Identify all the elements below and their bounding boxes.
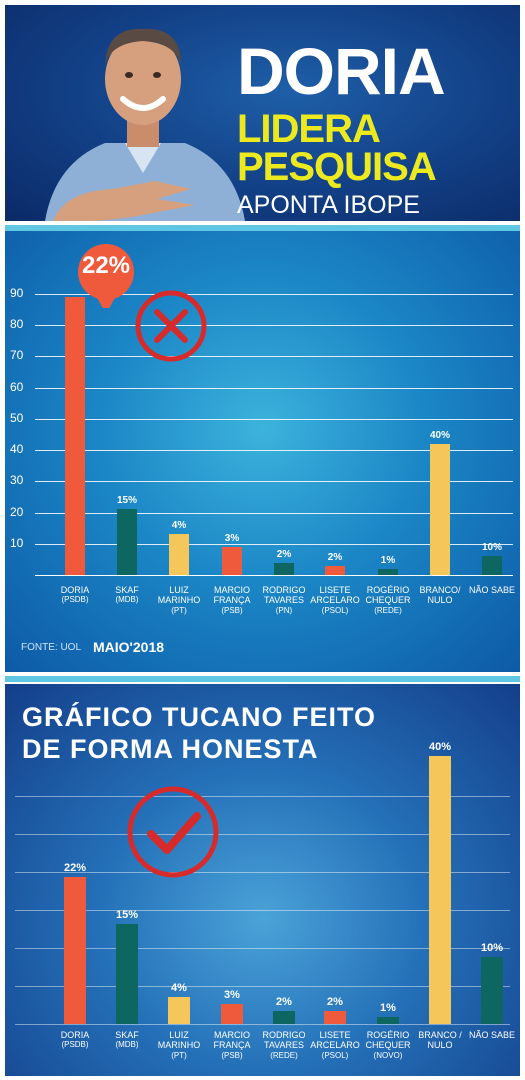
bar	[222, 546, 242, 575]
grid-line	[15, 1024, 510, 1025]
grid-line	[15, 796, 510, 797]
category-label: RODRIGO TAVARES (PN)	[262, 585, 306, 615]
grid-line	[35, 356, 513, 358]
category-label: ROGÉRIO CHEQUER (REDE)	[365, 585, 411, 615]
category-label: SKAF (MDB)	[115, 1030, 139, 1050]
data-label: 15%	[115, 908, 139, 921]
headline-line2: LIDERA	[237, 107, 381, 151]
category-label: LUIZ MARINHO (PT)	[157, 585, 201, 615]
grid-line	[35, 294, 513, 295]
bar	[325, 565, 345, 575]
y-tick-label: 40	[10, 442, 24, 457]
category-label: DORIA (PSDB)	[60, 1030, 90, 1050]
category-label: LUIZ MARINHO (PT)	[157, 1030, 201, 1060]
grid-line	[15, 872, 510, 873]
bar	[116, 923, 138, 1024]
source-label: FONTE: UOL	[21, 642, 82, 653]
category-label: SKAF (MDB)	[115, 585, 139, 605]
y-tick-label: 60	[10, 379, 24, 394]
grid-line	[15, 910, 510, 911]
divider-strip	[5, 225, 520, 231]
grid-line	[35, 325, 513, 327]
header-banner: DORIA LIDERA PESQUISA APONTA IBOPE	[5, 5, 520, 221]
y-tick-label: 30	[10, 473, 24, 488]
y-tick-label: 50	[10, 410, 24, 425]
category-label: MARCIO FRANÇA (PSB)	[213, 1030, 251, 1060]
headline-line4: APONTA IBOPE	[237, 191, 420, 219]
y-tick-label: 10	[10, 535, 24, 550]
grid-line	[35, 387, 513, 389]
category-label: NÃO SABE	[468, 1030, 515, 1040]
data-label: 1%	[380, 1002, 396, 1015]
grid-line	[15, 948, 510, 949]
category-label: RODRIGO TAVARES (REDE)	[262, 1030, 306, 1060]
bar	[482, 556, 502, 575]
data-label: 3%	[224, 532, 240, 544]
category-label: ROGÉRIO CHEQUER (NOVO)	[365, 1030, 411, 1060]
cross-icon	[135, 290, 207, 362]
data-label: 10%	[481, 542, 502, 554]
data-label: 40%	[429, 429, 450, 441]
candidate-photo	[45, 28, 245, 221]
bar	[64, 876, 86, 1024]
data-label: 2%	[276, 995, 292, 1008]
y-tick-label: 90	[10, 286, 24, 300]
data-label: 40%	[428, 741, 452, 753]
data-label: 22%	[63, 861, 87, 874]
grid-line	[35, 512, 513, 514]
grid-line	[35, 450, 513, 452]
category-label: NÃO SABE	[468, 585, 515, 595]
bar	[378, 568, 398, 575]
chart-title-line1: GRÁFICO TUCANO FEITO	[22, 702, 376, 732]
bar	[430, 443, 450, 575]
bar	[169, 534, 189, 575]
bar	[273, 1010, 295, 1024]
chart-misleading: 90 80 70 60 50 40 30 20 10 DORIA (PSDB) 15% SKAF (MD…	[5, 230, 520, 672]
data-label: 2%	[276, 548, 292, 560]
bar	[481, 957, 503, 1024]
data-label: 2%	[327, 995, 343, 1008]
headline-line3: PESQUISA	[237, 145, 437, 189]
data-label: 2%	[327, 551, 343, 563]
check-icon	[127, 786, 219, 878]
data-label: 4%	[171, 982, 187, 995]
date-label: MAIO'2018	[93, 639, 165, 655]
grid-line	[35, 543, 513, 545]
bar	[221, 1003, 243, 1024]
grid-line	[15, 834, 510, 835]
category-label: MARCIO FRANÇA (PSB)	[213, 585, 251, 615]
data-label: 10%	[480, 942, 504, 954]
y-tick-label: 20	[10, 504, 24, 519]
highlight-value: 22%	[81, 252, 131, 279]
category-label: BRANCO/ NULO	[419, 585, 461, 606]
category-label: DORIA (PSDB)	[60, 585, 90, 605]
grid-line	[35, 418, 513, 420]
data-label: 15%	[116, 495, 137, 507]
y-tick-label: 70	[10, 348, 24, 363]
bar	[324, 1010, 346, 1024]
data-label: 4%	[171, 520, 187, 532]
headline-name: DORIA	[237, 34, 446, 108]
bar	[274, 562, 294, 575]
bar	[429, 756, 451, 1024]
baseline	[35, 575, 513, 576]
bar	[377, 1017, 399, 1024]
divider-strip	[5, 676, 520, 682]
highlight-bubble	[78, 244, 134, 308]
category-label: LISETE ARCELARO (PSOL)	[310, 1030, 360, 1060]
y-tick-label: 80	[10, 317, 24, 332]
grid-line	[35, 481, 513, 483]
data-label: 3%	[224, 988, 240, 1001]
data-label: 1%	[380, 554, 396, 566]
category-label: LISETE ARCELARO (PSOL)	[310, 585, 360, 615]
chart-title-line2: DE FORMA HONESTA	[22, 734, 319, 764]
bar	[117, 509, 137, 575]
bar	[65, 297, 85, 575]
chart-honest: GRÁFICO TUCANO FEITO DE FORMA HONESTA 22…	[5, 684, 520, 1076]
category-label: BRANCO / NULO	[418, 1030, 462, 1051]
bar	[168, 997, 190, 1024]
grid-line	[15, 986, 510, 987]
